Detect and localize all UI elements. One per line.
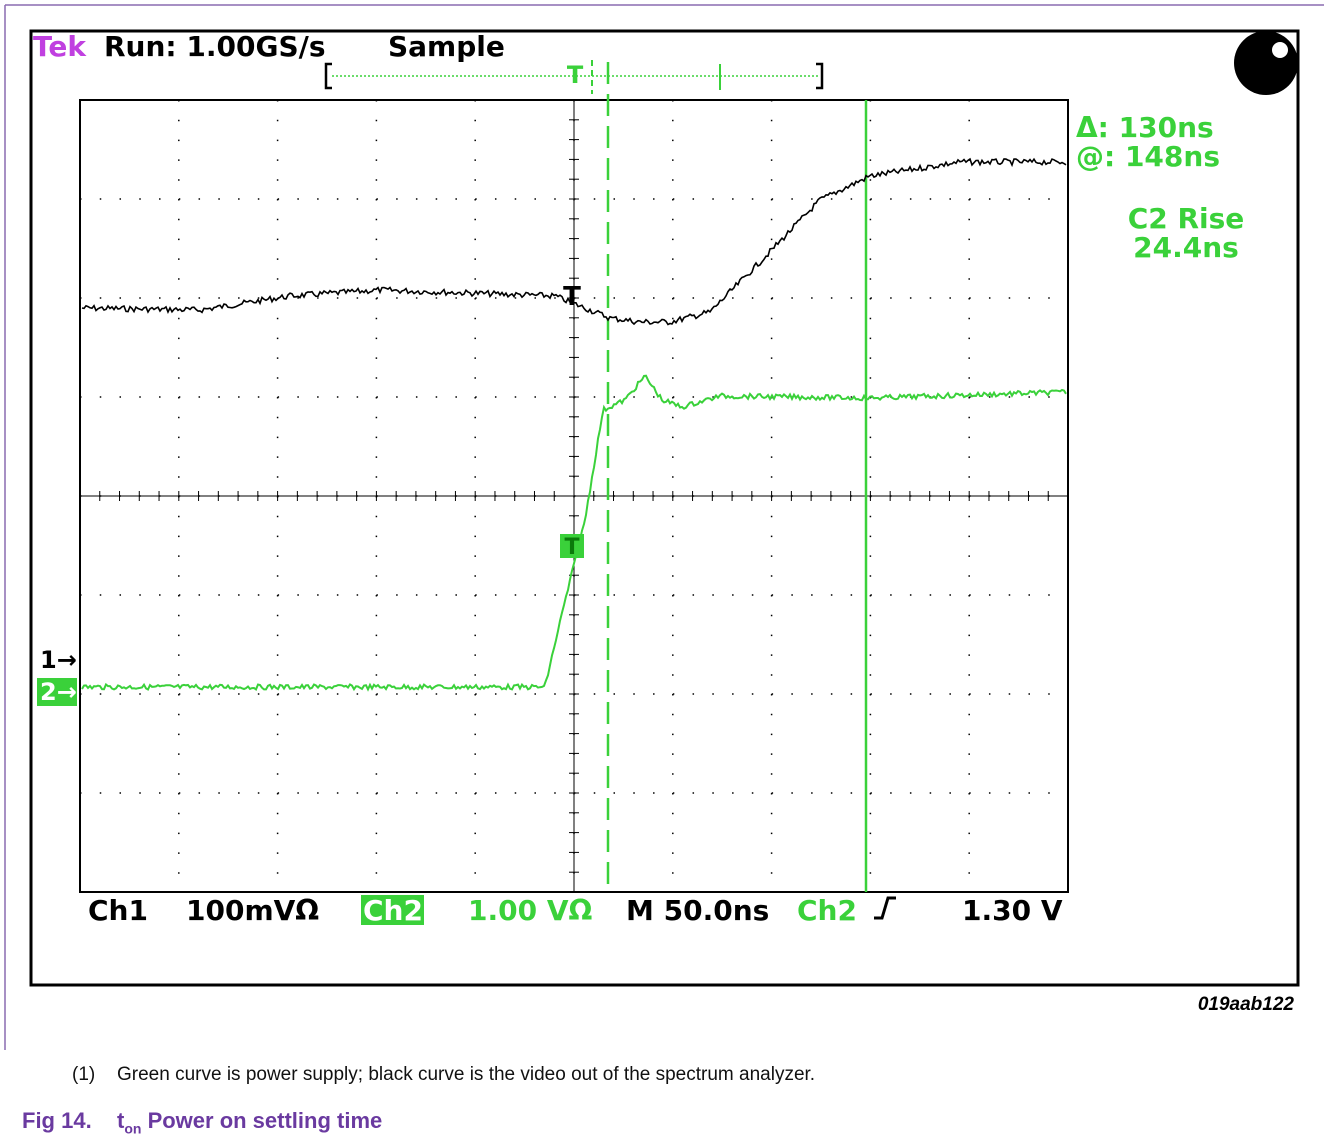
timebase: M 50.0ns bbox=[626, 894, 769, 927]
ch2-label: Ch2 bbox=[363, 894, 423, 927]
black-trace bbox=[81, 157, 1067, 326]
ch1-scale: 100mVΩ bbox=[186, 894, 319, 927]
trigger-level: 1.30 V bbox=[962, 894, 1063, 927]
footnote: (1) Green curve is power supply; black cu… bbox=[72, 1064, 815, 1086]
cursor-delta: Δ: 130ns bbox=[1076, 111, 1214, 144]
footnote-number: (1) bbox=[72, 1064, 96, 1085]
caption-title: Power on settling time bbox=[147, 1108, 383, 1133]
brand: Tek bbox=[33, 30, 87, 63]
ch2-marker-box bbox=[37, 678, 77, 706]
ch2-trigger-marker: T bbox=[564, 535, 579, 560]
ch1-label: Ch1 bbox=[88, 894, 148, 927]
graticule bbox=[79, 99, 1069, 893]
ch1-marker: 1→ bbox=[40, 646, 77, 674]
measure-value: 24.4ns bbox=[1133, 231, 1239, 264]
status-indicator bbox=[1234, 31, 1298, 95]
scope-screen bbox=[29, 29, 1300, 987]
graticule-border bbox=[79, 99, 1069, 893]
ch2-label-box bbox=[361, 895, 424, 925]
run-status: Run: 1.00GS/s bbox=[104, 30, 326, 63]
ch2-scale: 1.00 VΩ bbox=[468, 894, 593, 927]
ch2-trigger-box bbox=[560, 534, 584, 558]
figure: T T T Tek Run: 1.00GS/s Sample Δ: 130ns … bbox=[4, 4, 1324, 1050]
cursor-at: @: 148ns bbox=[1076, 140, 1220, 173]
footnote-text: Green curve is power supply; black curve… bbox=[117, 1064, 816, 1085]
trigger-source: Ch2 bbox=[797, 894, 857, 927]
status-indicator-highlight bbox=[1272, 42, 1288, 58]
ch2-marker: 2→ bbox=[40, 678, 77, 706]
measure-name: C2 Rise bbox=[1128, 202, 1245, 235]
caption-symbol: t bbox=[117, 1108, 125, 1133]
ch1-trigger-marker: T bbox=[563, 282, 581, 312]
record-trigger: T bbox=[567, 61, 584, 89]
caption-label: Fig 14. bbox=[22, 1108, 92, 1133]
caption-subscript: on bbox=[124, 1120, 142, 1137]
acq-mode: Sample bbox=[388, 30, 505, 63]
figure-id: 019aab122 bbox=[1197, 994, 1294, 1015]
green-trace bbox=[81, 374, 1067, 692]
caption: Fig 14. ton Power on settling time bbox=[22, 1108, 382, 1136]
record-brackets bbox=[324, 62, 824, 90]
trigger-slope bbox=[874, 896, 896, 920]
